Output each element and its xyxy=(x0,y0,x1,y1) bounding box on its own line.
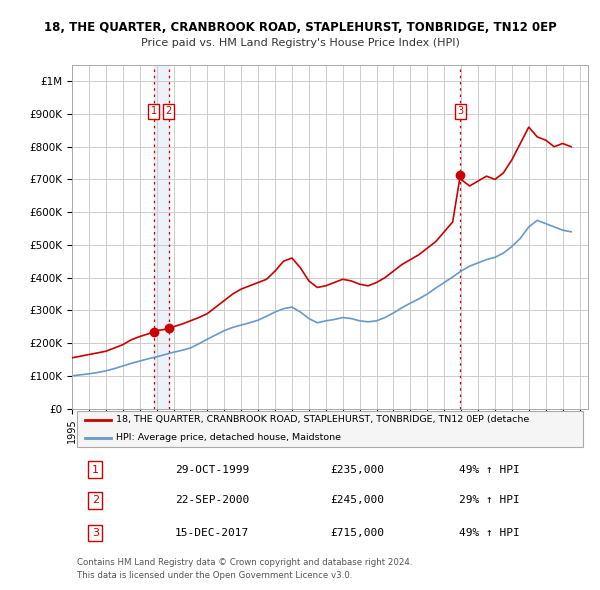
Text: Price paid vs. HM Land Registry's House Price Index (HPI): Price paid vs. HM Land Registry's House … xyxy=(140,38,460,48)
FancyBboxPatch shape xyxy=(77,411,583,447)
Text: This data is licensed under the Open Government Licence v3.0.: This data is licensed under the Open Gov… xyxy=(77,572,353,581)
Text: 3: 3 xyxy=(457,106,464,116)
Text: 1: 1 xyxy=(151,106,157,116)
Text: 2: 2 xyxy=(166,106,172,116)
Text: 1: 1 xyxy=(92,465,99,475)
Text: 15-DEC-2017: 15-DEC-2017 xyxy=(175,528,250,538)
Text: Contains HM Land Registry data © Crown copyright and database right 2024.: Contains HM Land Registry data © Crown c… xyxy=(77,558,413,567)
Text: 49% ↑ HPI: 49% ↑ HPI xyxy=(459,528,520,538)
Text: HPI: Average price, detached house, Maidstone: HPI: Average price, detached house, Maid… xyxy=(116,434,341,442)
Text: 29% ↑ HPI: 29% ↑ HPI xyxy=(459,496,520,506)
Text: 18, THE QUARTER, CRANBROOK ROAD, STAPLEHURST, TONBRIDGE, TN12 0EP: 18, THE QUARTER, CRANBROOK ROAD, STAPLEH… xyxy=(44,21,556,34)
Text: £235,000: £235,000 xyxy=(330,465,384,475)
Text: 49% ↑ HPI: 49% ↑ HPI xyxy=(459,465,520,475)
Text: £715,000: £715,000 xyxy=(330,528,384,538)
Text: £245,000: £245,000 xyxy=(330,496,384,506)
Text: 3: 3 xyxy=(92,528,99,538)
Bar xyxy=(154,65,169,408)
Text: 29-OCT-1999: 29-OCT-1999 xyxy=(175,465,250,475)
Text: 2: 2 xyxy=(92,496,99,506)
Text: 18, THE QUARTER, CRANBROOK ROAD, STAPLEHURST, TONBRIDGE, TN12 0EP (detache: 18, THE QUARTER, CRANBROOK ROAD, STAPLEH… xyxy=(116,415,529,424)
Text: 22-SEP-2000: 22-SEP-2000 xyxy=(175,496,250,506)
